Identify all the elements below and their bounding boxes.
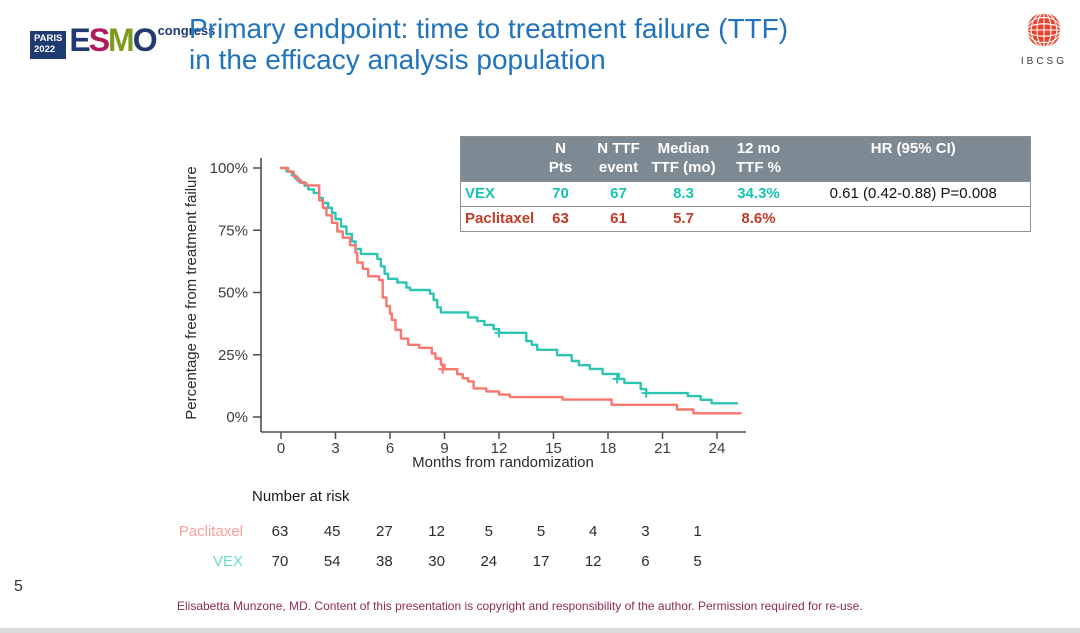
- footer-copyright: Elisabetta Munzone, MD. Content of this …: [177, 599, 863, 613]
- at-risk-count: 1: [693, 523, 701, 540]
- paclitaxel-12mo-ttf: 8.6%: [720, 205, 797, 232]
- x-tick-label: 3: [331, 440, 339, 457]
- at-risk-row-label: Paclitaxel: [179, 523, 243, 540]
- at-risk-count: 38: [376, 553, 393, 570]
- x-axis-title: Months from randomization: [412, 454, 594, 471]
- paclitaxel-n-pts: 63: [530, 205, 591, 232]
- y-axis-title: Percentage free from treatment failure: [183, 166, 200, 419]
- vex-12mo-ttf: 34.3%: [720, 180, 797, 207]
- esmo-letter: S: [88, 22, 110, 58]
- vex-name: VEX: [460, 180, 531, 207]
- paclitaxel-survival-curve: [279, 166, 742, 415]
- y-tick-label: 0%: [226, 409, 248, 426]
- esmo-congress-text: congress: [157, 23, 216, 38]
- at-risk-count: 70: [272, 553, 289, 570]
- at-risk-count: 3: [641, 523, 649, 540]
- results-table-header-row: N Pts N TTF event Median TTF (mo) 12 mo …: [460, 136, 1031, 182]
- at-risk-count: 24: [480, 553, 497, 570]
- at-risk-count: 4: [589, 523, 597, 540]
- esmo-paris-2022-badge: PARIS 2022: [30, 31, 67, 59]
- header-n-pts: N Pts: [530, 136, 591, 182]
- ibcsg-label: IBCSG: [1020, 56, 1067, 67]
- at-risk-count: 54: [324, 553, 341, 570]
- esmo-wordmark: ESMO: [69, 22, 158, 58]
- page-title: Primary endpoint: time to treatment fail…: [189, 13, 788, 75]
- paclitaxel-hr-value: [796, 205, 1031, 232]
- page-number: 5: [14, 578, 23, 595]
- at-risk-count: 5: [485, 523, 493, 540]
- results-table: N Pts N TTF event Median TTF (mo) 12 mo …: [460, 136, 1031, 232]
- y-tick-label: 25%: [218, 347, 248, 364]
- esmo-letter: O: [132, 22, 158, 58]
- at-risk-count: 63: [272, 523, 289, 540]
- at-risk-count: 27: [376, 523, 393, 540]
- paclitaxel-n-ttf-event: 61: [590, 205, 647, 232]
- esmo-letter: M: [108, 22, 135, 58]
- at-risk-count: 17: [533, 553, 550, 570]
- vex-median-ttf: 8.3: [646, 180, 721, 207]
- x-tick-label: 9: [440, 440, 448, 457]
- at-risk-count: 12: [585, 553, 602, 570]
- vex-n-pts: 70: [530, 180, 591, 207]
- paclitaxel-name: Paclitaxel: [460, 205, 534, 232]
- x-tick-label: 18: [600, 440, 617, 457]
- esmo-city: PARIS: [34, 33, 63, 44]
- header-12mo-ttf: 12 mo TTF %: [720, 136, 797, 182]
- vex-hr-value: 0.61 (0.42-0.88) P=0.008: [796, 180, 1031, 207]
- at-risk-count: 45: [324, 523, 341, 540]
- x-tick-label: 6: [386, 440, 394, 457]
- vex-survival-curve: [279, 166, 739, 405]
- at-risk-count: 12: [428, 523, 445, 540]
- esmo-year: 2022: [34, 43, 56, 55]
- x-tick-label: 15: [545, 440, 562, 457]
- vex-n-ttf-event: 67: [590, 180, 647, 207]
- x-tick-label: 24: [709, 440, 726, 457]
- y-tick-label: 75%: [218, 222, 248, 239]
- page-title-line2: in the efficacy analysis population: [189, 44, 606, 75]
- x-tick-label: 12: [491, 440, 508, 457]
- at-risk-count: 6: [641, 553, 649, 570]
- header-median-ttf: Median TTF (mo): [646, 136, 721, 182]
- page-title-line1: Primary endpoint: time to treatment fail…: [189, 13, 789, 44]
- table-row-vex: VEX 70 67 8.3 34.3% 0.61 (0.42-0.88) P=0…: [460, 180, 1031, 207]
- y-tick-label: 50%: [218, 285, 248, 302]
- bottom-bar: [0, 628, 1080, 633]
- table-row-paclitaxel: Paclitaxel 63 61 5.7 8.6%: [460, 205, 1031, 232]
- at-risk-row-label: VEX: [213, 553, 243, 570]
- x-tick-label: 0: [277, 440, 285, 457]
- number-at-risk-title: Number at risk: [252, 488, 350, 505]
- esmo-congress-logo: PARIS 2022 ESMO congress: [30, 22, 216, 59]
- at-risk-count: 30: [428, 553, 445, 570]
- x-tick-label: 21: [654, 440, 671, 457]
- header-n-ttf-event: N TTF event: [590, 136, 647, 182]
- ibcsg-globe-icon: [1026, 12, 1062, 48]
- header-hr: HR (95% CI): [796, 136, 1031, 182]
- at-risk-count: 5: [693, 553, 701, 570]
- paclitaxel-median-ttf: 5.7: [646, 205, 721, 232]
- y-tick-label: 100%: [210, 160, 248, 177]
- ibcsg-logo: IBCSG: [1021, 9, 1067, 67]
- esmo-letter: E: [69, 22, 90, 58]
- at-risk-count: 5: [537, 523, 545, 540]
